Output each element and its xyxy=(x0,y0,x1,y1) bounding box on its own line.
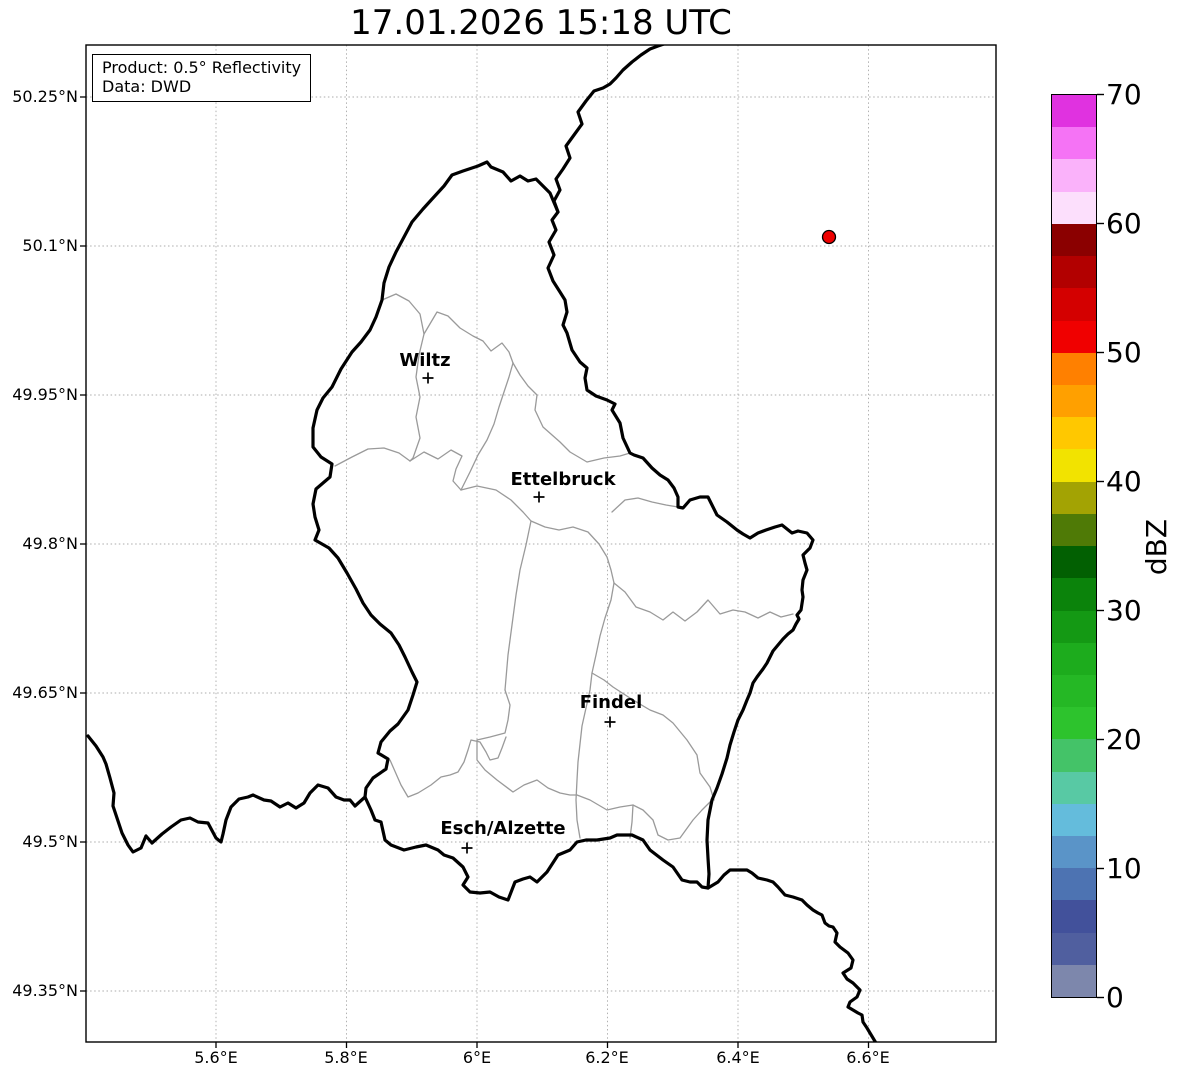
colorbar-unit-label: dBZ xyxy=(1140,518,1173,576)
product-info-box: Product: 0.5° Reflectivity Data: DWD xyxy=(92,54,312,102)
city-marker-icon xyxy=(533,491,545,503)
colorbar-segment xyxy=(1052,642,1096,675)
colorbar-segment xyxy=(1052,771,1096,804)
city-label-ettelbruck: Ettelbruck xyxy=(510,469,616,490)
colorbar-segment xyxy=(1052,352,1096,385)
colorbar-segment xyxy=(1052,900,1096,933)
latitude-tick-label: 49.5°N xyxy=(22,832,78,851)
longitude-tick-label: 5.6°E xyxy=(194,1048,238,1067)
colorbar-tick-label: 20 xyxy=(1106,723,1142,756)
data-source-line: Data: DWD xyxy=(102,77,192,96)
france-belgium-border xyxy=(86,734,367,854)
belgium-germany-border xyxy=(552,45,666,214)
longitude-tick-label: 5.8°E xyxy=(324,1048,368,1067)
colorbar-segment xyxy=(1052,288,1096,321)
colorbar-segment xyxy=(1052,127,1096,160)
city-label-wiltz: Wiltz xyxy=(399,350,451,371)
colorbar-tick-label: 10 xyxy=(1106,852,1142,885)
country-border-paths xyxy=(86,45,878,1042)
plot-frame xyxy=(85,44,997,1043)
colorbar-tick-label: 0 xyxy=(1106,981,1124,1014)
colorbar-segment xyxy=(1052,836,1096,869)
colorbar-segment xyxy=(1052,964,1096,998)
colorbar-tick-label: 40 xyxy=(1106,465,1142,498)
colorbar xyxy=(1051,94,1097,998)
colorbar-segment xyxy=(1052,191,1096,224)
graticule-gridlines xyxy=(86,45,996,1042)
colorbar-segment xyxy=(1052,256,1096,289)
city-marker-icon xyxy=(422,372,434,384)
product-info-line: Product: 0.5° Reflectivity xyxy=(102,58,302,77)
figure-title: 17.01.2026 15:18 UTC xyxy=(350,3,732,43)
colorbar-tick-label: 70 xyxy=(1106,78,1142,111)
colorbar-tick-label: 50 xyxy=(1106,336,1142,369)
latitude-tick-label: 49.8°N xyxy=(22,534,78,553)
colorbar-segment xyxy=(1052,417,1096,450)
longitude-tick-label: 6.2°E xyxy=(585,1048,629,1067)
colorbar-segment xyxy=(1052,610,1096,643)
colorbar-segment xyxy=(1052,803,1096,837)
colorbar-segment xyxy=(1052,513,1096,547)
colorbar-segment xyxy=(1052,481,1096,514)
colorbar-segment xyxy=(1052,707,1096,740)
city-marker-icons xyxy=(422,372,616,854)
luxembourg-border xyxy=(311,160,815,902)
colorbar-segment xyxy=(1052,95,1096,128)
colorbar-segment xyxy=(1052,868,1096,901)
colorbar-segment xyxy=(1052,223,1096,257)
colorbar-segment xyxy=(1052,159,1096,192)
colorbar-segment xyxy=(1052,546,1096,579)
city-marker-icon xyxy=(604,716,616,728)
colorbar-segment xyxy=(1052,578,1096,611)
radar-site-dot xyxy=(821,229,837,245)
latitude-tick-label: 49.95°N xyxy=(12,385,78,404)
longitude-tick-label: 6.6°E xyxy=(846,1048,890,1067)
colorbar-segment xyxy=(1052,320,1096,353)
latitude-tick-label: 50.1°N xyxy=(22,236,78,255)
latitude-tick-label: 49.65°N xyxy=(12,683,78,702)
city-label-findel: Findel xyxy=(579,692,643,713)
longitude-tick-label: 6°E xyxy=(462,1048,492,1067)
colorbar-segment xyxy=(1052,674,1096,708)
colorbar-segment xyxy=(1052,384,1096,418)
latitude-tick-label: 49.35°N xyxy=(12,981,78,1000)
colorbar-segment xyxy=(1052,449,1096,482)
latitude-tick-label: 50.25°N xyxy=(12,87,78,106)
city-marker-icon xyxy=(461,842,473,854)
axis-tick-marks xyxy=(80,96,870,1048)
colorbar-segment xyxy=(1052,739,1096,772)
longitude-tick-label: 6.4°E xyxy=(716,1048,760,1067)
canton-border-paths xyxy=(334,293,794,841)
colorbar-tick-label: 30 xyxy=(1106,594,1142,627)
colorbar-tick-marks xyxy=(1097,93,1104,999)
germany-france-border xyxy=(706,868,878,1042)
colorbar-tick-label: 60 xyxy=(1106,207,1142,240)
colorbar-segment xyxy=(1052,932,1096,965)
city-label-esch: Esch/Alzette xyxy=(440,818,566,839)
